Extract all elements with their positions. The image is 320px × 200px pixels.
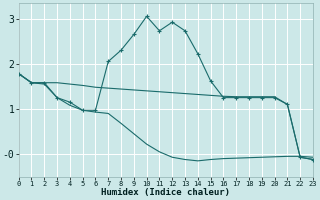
- X-axis label: Humidex (Indice chaleur): Humidex (Indice chaleur): [101, 188, 230, 197]
